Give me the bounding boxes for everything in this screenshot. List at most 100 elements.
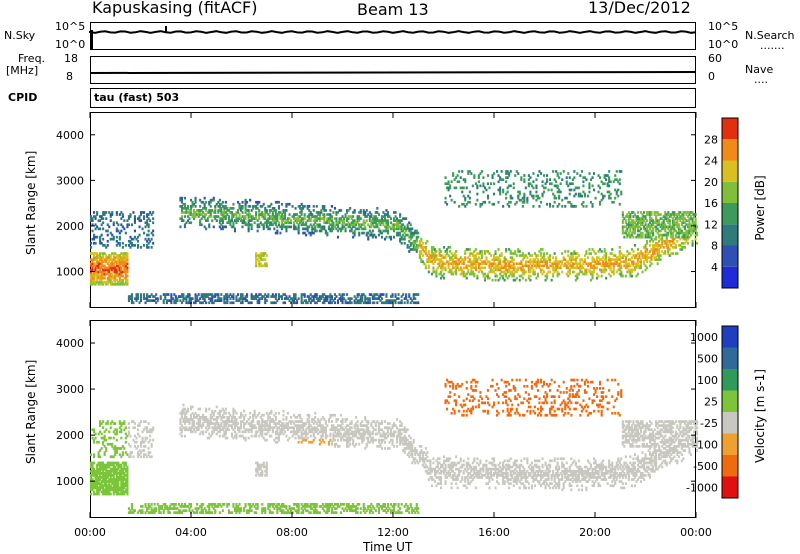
power-cell [94,262,97,266]
power-cell [280,297,283,300]
power-cell [555,266,558,270]
power-cell [317,217,320,220]
power-cell [299,211,302,214]
power-cell [335,221,338,225]
velocity-cell [96,486,99,490]
power-cell [226,207,229,210]
velocity-cell [185,416,188,419]
power-cell [338,209,341,212]
power-cell [512,278,515,282]
power-cell [688,225,691,229]
power-cell [274,200,277,204]
velocity-cell [123,492,126,496]
power-cell [90,274,93,278]
power-cell [264,211,267,214]
power-cell [100,241,103,245]
power-cell [529,270,532,274]
power-cell [529,258,532,261]
power-cell [633,244,636,247]
velocity-cell [174,507,177,510]
power-cell [621,260,624,264]
velocity-cell [221,413,224,417]
velocity-cell [147,505,150,508]
velocity-cell [180,409,183,413]
power-cell [352,231,355,235]
velocity-cell [149,505,152,508]
velocity-cell [115,461,118,465]
power-cell [433,254,436,257]
power-cell [250,217,253,220]
power-cell [247,217,250,220]
power-cell [120,256,123,259]
power-cell [652,254,655,257]
velocity-cell [170,503,173,506]
power-cell [646,211,649,214]
velocity-cell [220,428,223,432]
velocity-cell [126,465,129,469]
velocity-cell [111,482,114,485]
power-cell [238,299,241,302]
power-cell [191,213,194,216]
power-cell [518,266,521,270]
power-cell [508,266,511,270]
power-cell [480,270,483,274]
power-cell [635,219,638,222]
velocity-cell [196,413,199,417]
velocity-cell [197,507,200,510]
velocity-cell [255,432,258,436]
power-cell [205,301,208,305]
power-cell [467,248,470,251]
velocity-cell [115,428,118,432]
power-cell [633,256,636,259]
power-cell [656,252,659,255]
power-cell [668,229,671,233]
power-cell [433,248,436,251]
power-cell [565,266,568,270]
power-cell [453,186,456,190]
power-cell [385,229,388,233]
power-cell [235,211,238,214]
power-cell [335,217,338,220]
velocity-cell [193,424,196,427]
power-cell [486,274,489,278]
power-cell [655,219,658,222]
velocity-cell [133,426,136,430]
velocity-cell [182,509,185,512]
power-cell [596,266,599,270]
power-cell [371,297,374,300]
power-cell [499,262,502,266]
power-cell [223,209,226,212]
power-cell [183,202,186,206]
power-cell [526,196,529,200]
power-cell [618,178,621,181]
power-cell [227,295,230,298]
power-cell [505,266,508,270]
power-cell [462,274,465,278]
velocity-cell [176,507,179,510]
velocity-cell [223,434,226,438]
power-cell [312,295,315,298]
velocity-cell [179,505,182,508]
power-cell [649,256,652,259]
velocity-cell [205,409,208,413]
velocity-cell [238,428,241,432]
power-cell [112,256,115,259]
power-cell [500,270,503,274]
power-cell [362,231,365,235]
velocity-cell [187,409,190,413]
velocity-cell [140,440,143,444]
velocity-cell [191,424,194,427]
power-cell [99,241,102,245]
power-cell [536,274,539,278]
power-cell [429,258,432,261]
power-cell [180,196,183,200]
power-cell [649,250,652,253]
power-cell [679,215,682,218]
velocity-cell [126,490,129,494]
power-cell [358,231,361,235]
velocity-cell [227,424,230,427]
power-cell [674,235,677,239]
velocity-cell [183,434,186,438]
power-cell [480,266,483,270]
power-cell [117,266,120,270]
